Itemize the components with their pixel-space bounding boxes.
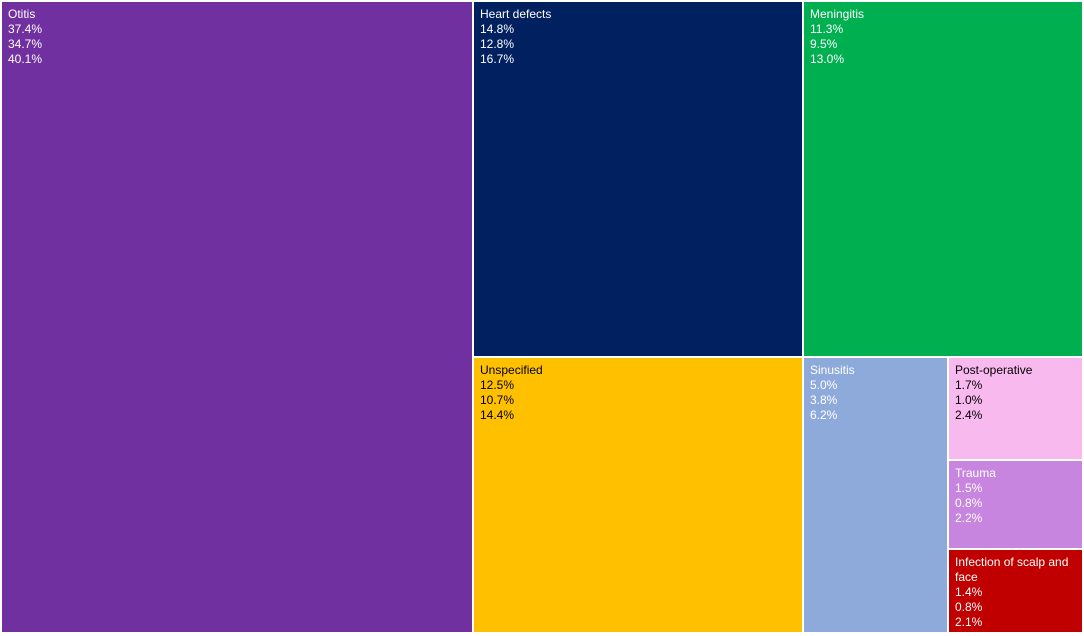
tile-value: 37.4% [8,22,43,36]
tile-text: Otitis 37.4% 34.7% 40.1% [8,7,466,67]
treemap-tile: Sinusitis 5.0% 3.8% 6.2% [804,358,947,632]
tile-label: Post-operative [955,363,1033,377]
tile-label: Unspecified [480,363,543,377]
tile-text: Trauma 1.5% 0.8% 2.2% [955,466,1076,526]
tile-value: 12.8% [480,37,515,51]
tile-value: 3.8% [810,393,838,407]
tile-value: 16.7% [480,52,515,66]
tile-value: 13.0% [810,52,845,66]
tile-text: Infection of scalp and face 1.4% 0.8% 2.1% [955,555,1076,630]
tile-value: 14.8% [480,22,515,36]
tile-text: Unspecified 12.5% 10.7% 14.4% [480,363,796,423]
tile-value: 1.5% [955,481,983,495]
treemap-tile: Unspecified 12.5% 10.7% 14.4% [474,358,802,632]
tile-text: Post-operative 1.7% 1.0% 2.4% [955,363,1076,423]
tile-value: 6.2% [810,408,838,422]
tile-text: Heart defects 14.8% 12.8% 16.7% [480,7,796,67]
treemap-tile: Otitis 37.4% 34.7% 40.1% [2,2,472,632]
tile-label: Trauma [955,466,996,480]
tile-value: 0.8% [955,496,983,510]
tile-value: 10.7% [480,393,515,407]
tile-value: 34.7% [8,37,43,51]
tile-value: 11.3% [810,22,844,36]
treemap-tile: Meningitis 11.3% 9.5% 13.0% [804,2,1082,356]
tile-value: 1.0% [955,393,983,407]
tile-value: 2.2% [955,511,983,525]
tile-label: Meningitis [810,7,865,21]
tile-value: 12.5% [480,378,515,392]
tile-value: 0.8% [955,600,983,614]
tile-value: 1.4% [955,585,983,599]
tile-value: 2.1% [955,615,983,629]
tile-value: 9.5% [810,37,838,51]
tile-text: Sinusitis 5.0% 3.8% 6.2% [810,363,941,423]
treemap-tile: Infection of scalp and face 1.4% 0.8% 2.1% [949,550,1082,632]
tile-label: Heart defects [480,7,552,21]
treemap-tile: Post-operative 1.7% 1.0% 2.4% [949,358,1082,459]
tile-label: Sinusitis [810,363,855,377]
tile-value: 5.0% [810,378,838,392]
tile-label: Infection of scalp and face [955,555,1069,584]
tile-value: 1.7% [955,378,983,392]
treemap-tile: Trauma 1.5% 0.8% 2.2% [949,461,1082,548]
tile-value: 14.4% [480,408,515,422]
tile-value: 2.4% [955,408,983,422]
tile-value: 40.1% [8,52,43,66]
treemap-tile: Heart defects 14.8% 12.8% 16.7% [474,2,802,356]
tile-text: Meningitis 11.3% 9.5% 13.0% [810,7,1076,67]
tile-label: Otitis [8,7,36,21]
